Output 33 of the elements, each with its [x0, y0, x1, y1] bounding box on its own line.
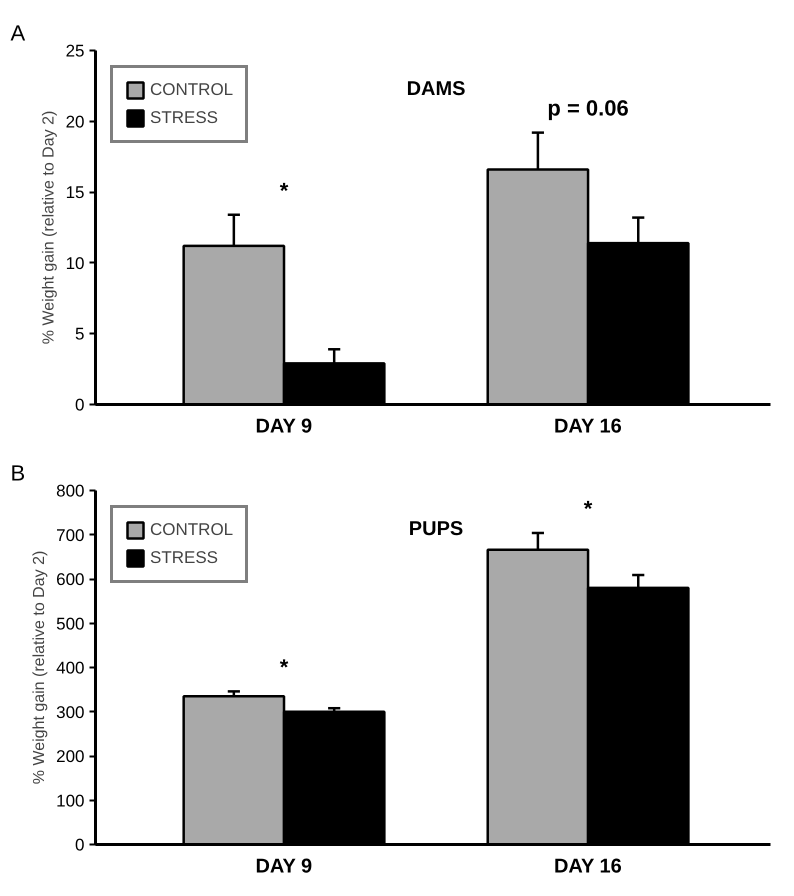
y-tick-label: 300	[56, 702, 85, 722]
text: B	[10, 460, 26, 486]
y-tick-label: 400	[56, 658, 85, 678]
x-tick-label: DAY 9	[255, 856, 312, 878]
y-tick-label: 600	[56, 570, 85, 589]
annotation: p = 0.06	[547, 96, 629, 121]
y-tick-label: 25	[66, 42, 85, 60]
y-tick-label: 15	[66, 183, 85, 202]
annotation: *	[584, 496, 593, 521]
legend-label: STRESS	[150, 108, 218, 128]
text: A	[10, 20, 26, 46]
y-tick-label: 10	[66, 254, 85, 273]
x-tick-label: DAY 16	[554, 416, 622, 438]
text: PUPS	[408, 518, 464, 540]
y-tick-label: 5	[75, 324, 85, 344]
annotation: *	[280, 178, 289, 203]
y-tick-label: 20	[66, 112, 85, 132]
y-tick-label: 0	[75, 396, 85, 414]
y-tick-label: 0	[75, 836, 85, 854]
x-tick-label: DAY 9	[255, 416, 312, 438]
y-tick-label: 100	[56, 791, 85, 810]
legend-label: STRESS	[150, 548, 218, 568]
text: DAMS	[406, 78, 466, 100]
y-tick-label: 800	[56, 482, 85, 500]
y-tick-label: 500	[56, 614, 85, 634]
x-tick-label: DAY 16	[554, 856, 622, 878]
legend-label: CONTROL	[150, 520, 234, 540]
y-tick-label: 700	[56, 526, 85, 545]
y-axis-title: % Weight gain (relative to Day 2)	[40, 110, 58, 344]
y-tick-label: 200	[56, 747, 85, 766]
legend-label: CONTROL	[150, 80, 234, 100]
annotation: *	[280, 654, 289, 680]
y-axis-title: % Weight gain (relative to Day 2)	[31, 550, 48, 784]
